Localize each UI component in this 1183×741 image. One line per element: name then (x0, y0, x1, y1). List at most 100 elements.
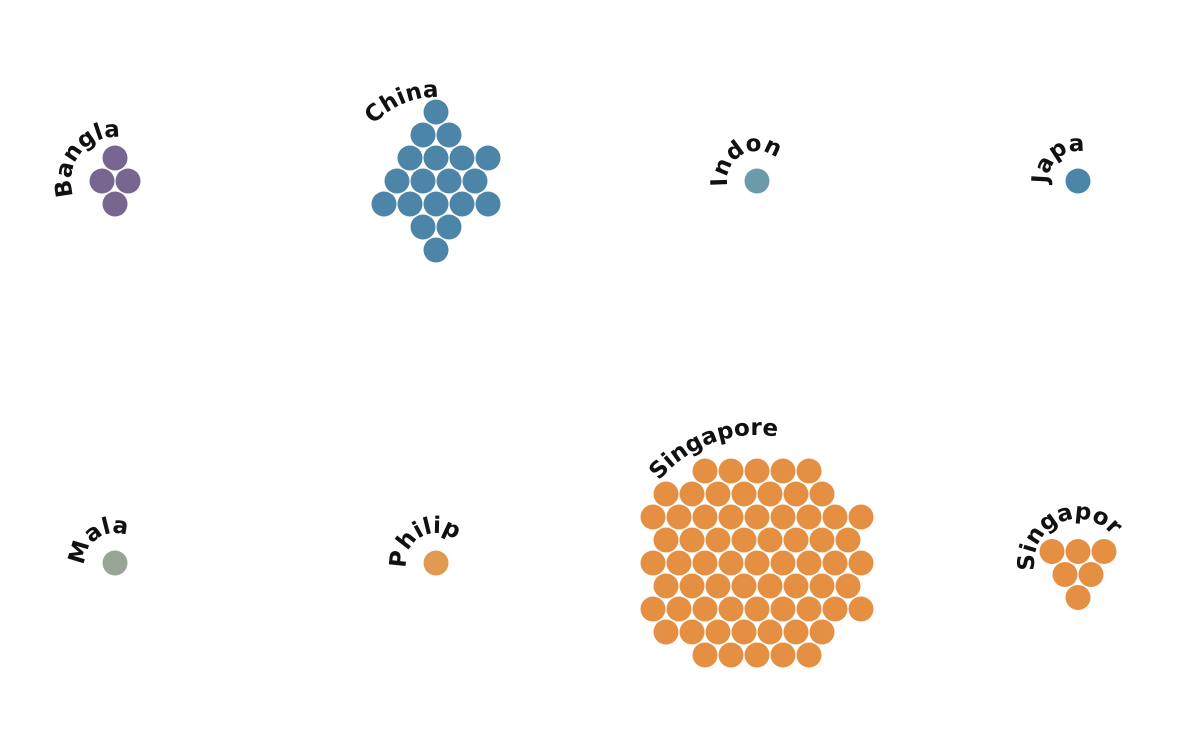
dot (705, 573, 731, 599)
dot (423, 191, 449, 217)
dot (783, 481, 809, 507)
dot (744, 168, 770, 194)
dot (692, 596, 718, 622)
dot (718, 596, 744, 622)
dot (679, 481, 705, 507)
dot (744, 642, 770, 668)
group-japan: Japan (1) (0, 0, 1091, 194)
dot (822, 596, 848, 622)
dot (796, 550, 822, 576)
dot (115, 168, 141, 194)
dot (436, 214, 462, 240)
dot (809, 619, 835, 645)
dot (102, 191, 128, 217)
dot (397, 145, 423, 171)
dot (796, 504, 822, 530)
dot (770, 642, 796, 668)
dot (718, 642, 744, 668)
dot (436, 168, 462, 194)
dot (666, 550, 692, 576)
dot (705, 619, 731, 645)
dot (770, 504, 796, 530)
dot (653, 619, 679, 645)
dot (1039, 539, 1065, 564)
dot (757, 527, 783, 553)
dot (1091, 539, 1117, 564)
dot (718, 458, 744, 484)
group-bangladesh: Bangladesh (4) (0, 0, 141, 217)
dot (475, 191, 501, 217)
dot (809, 573, 835, 599)
dot (102, 145, 128, 171)
dot (744, 550, 770, 576)
dot (371, 191, 397, 217)
group-label: Malaysia (1) (0, 0, 129, 567)
dot (462, 168, 488, 194)
dot (423, 237, 449, 263)
dot (653, 527, 679, 553)
dot (848, 596, 874, 622)
dot (731, 527, 757, 553)
dot (796, 642, 822, 668)
dot (809, 481, 835, 507)
group-count: (6) (0, 0, 7, 6)
group-singapore-pr: Singapore PR (6) (0, 0, 1127, 610)
dot (1052, 562, 1078, 587)
dot (679, 573, 705, 599)
dot (796, 458, 822, 484)
dot (653, 573, 679, 599)
group-name: Philippines (0, 0, 465, 569)
dot (731, 573, 757, 599)
group-label: Singapore PR (6) (0, 0, 1127, 571)
dot (449, 191, 475, 217)
dot (1065, 539, 1091, 564)
dot (822, 550, 848, 576)
group-count: (19) (0, 0, 7, 6)
dot (1078, 562, 1104, 587)
group-name: Japan (0, 0, 1085, 186)
dot (692, 550, 718, 576)
dot (770, 596, 796, 622)
dot (653, 481, 679, 507)
dot (848, 550, 874, 576)
group-count: (4) (0, 0, 7, 6)
dot (744, 596, 770, 622)
group-name: Malaysia (0, 0, 129, 567)
dot (397, 191, 423, 217)
dot (757, 619, 783, 645)
group-malaysia: Malaysia (1) (0, 0, 129, 576)
dot (692, 504, 718, 530)
dot (744, 458, 770, 484)
dot (423, 550, 449, 576)
dot (410, 168, 436, 194)
dot (449, 145, 475, 171)
dot (692, 642, 718, 668)
dot (757, 573, 783, 599)
dot (640, 550, 666, 576)
dot (410, 214, 436, 240)
group-count: (1) (0, 0, 7, 6)
dot (705, 481, 731, 507)
group-name: Singapore (0, 0, 779, 485)
dot (384, 168, 410, 194)
dot (744, 504, 770, 530)
group-count: (1) (0, 0, 7, 6)
dot (835, 527, 861, 553)
group-label: Japan (1) (0, 0, 1085, 186)
dot (436, 122, 462, 148)
dot (783, 527, 809, 553)
dot (679, 527, 705, 553)
group-label: Singapore (67) (0, 0, 779, 485)
dot (835, 573, 861, 599)
dot (848, 504, 874, 530)
dot (423, 99, 449, 125)
dot (731, 481, 757, 507)
dot (1065, 585, 1091, 610)
dot (640, 596, 666, 622)
dot (102, 550, 128, 576)
dot (731, 619, 757, 645)
dot (475, 145, 501, 171)
dot (410, 122, 436, 148)
dot (89, 168, 115, 194)
